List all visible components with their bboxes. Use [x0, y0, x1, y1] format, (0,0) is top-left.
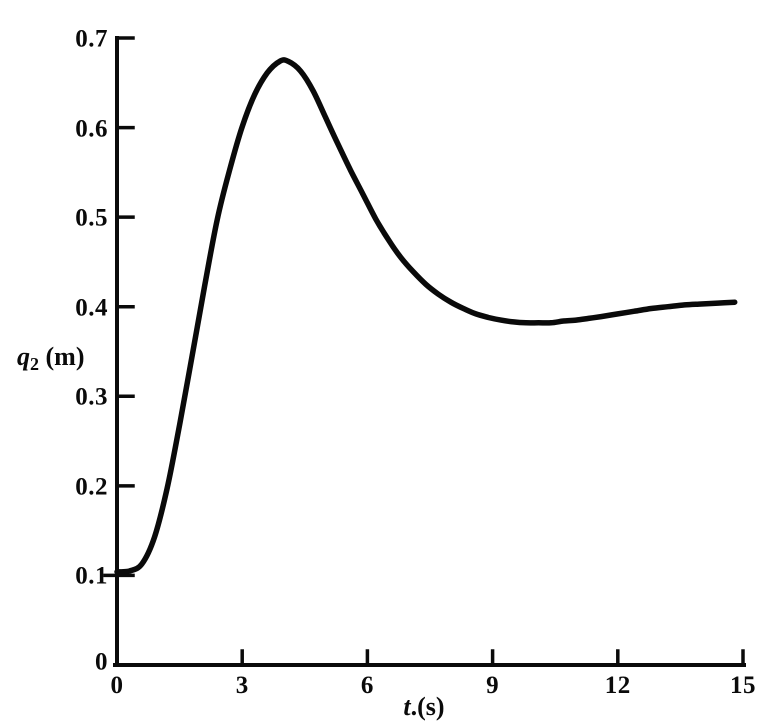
y-tick-label: 0.3 — [75, 383, 108, 411]
y-tick-label: 0.6 — [75, 115, 108, 143]
x-axis-unit: (s) — [417, 692, 445, 721]
x-tick-label: 0 — [110, 672, 124, 699]
y-tick-label: 0.4 — [75, 294, 108, 322]
x-tick-label: 9 — [486, 672, 500, 699]
x-axis-title: t.(s) — [403, 694, 444, 720]
y-tick-label: 0.7 — [75, 25, 108, 53]
y-axis-symbol: q — [17, 342, 30, 371]
x-tick-label: 15 — [730, 672, 756, 699]
y-tick-label: 0.1 — [75, 562, 108, 590]
x-axis-symbol: t — [403, 692, 411, 721]
response-curve — [114, 57, 738, 575]
y-axis-unit: (m) — [39, 342, 85, 371]
x-tick-label: 12 — [604, 672, 631, 699]
x-axis-separator: . — [410, 692, 418, 721]
y-tick-label: 0.2 — [75, 473, 108, 501]
y-tick-label: 0 — [95, 648, 108, 676]
x-tick-label: 3 — [235, 672, 249, 699]
x-tick-label: 6 — [360, 672, 374, 699]
y-tick-label: 0.5 — [75, 204, 108, 232]
y-axis-title: q2 (m) — [17, 342, 85, 374]
y-axis-symbol-subscript: 2 — [30, 354, 39, 374]
